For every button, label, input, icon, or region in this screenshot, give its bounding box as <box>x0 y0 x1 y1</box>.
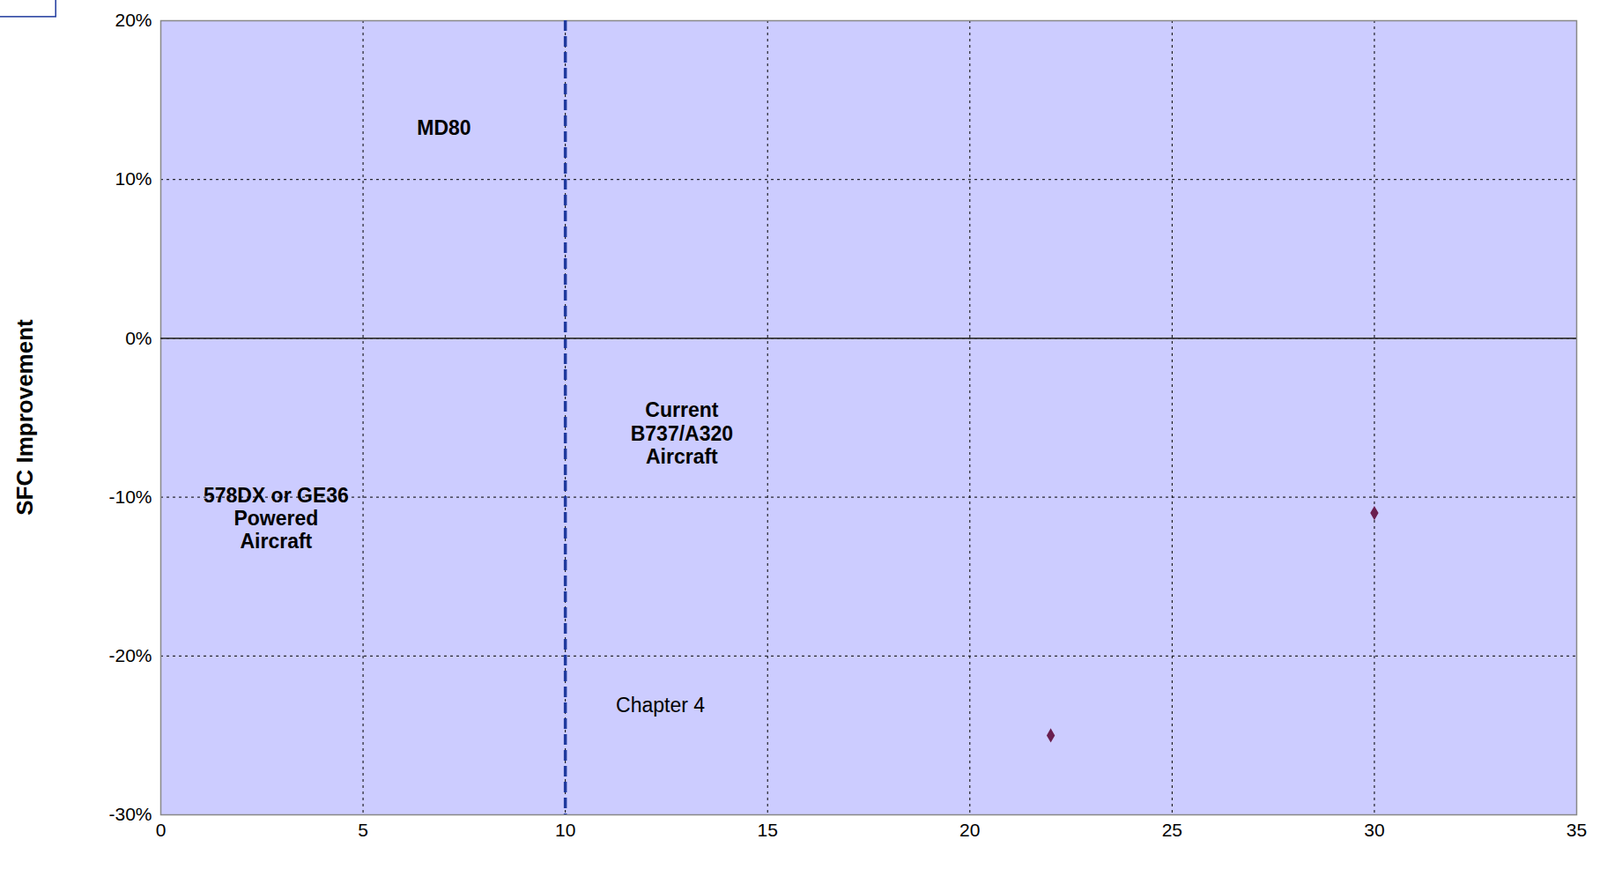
svg-text:10%: 10% <box>114 168 152 189</box>
svg-text:20%: 20% <box>114 9 152 30</box>
svg-text:35: 35 <box>1566 819 1587 840</box>
svg-text:5: 5 <box>357 819 369 840</box>
svg-text:MD80: MD80 <box>416 116 471 140</box>
svg-text:SFC Improvement: SFC Improvement <box>11 318 38 516</box>
svg-text:578DX or GE36PoweredAircraft: 578DX or GE36PoweredAircraft <box>203 483 349 554</box>
svg-text:15: 15 <box>757 819 778 840</box>
svg-text:30: 30 <box>1363 819 1385 840</box>
svg-text:0: 0 <box>155 819 167 840</box>
svg-text:25: 25 <box>1162 819 1183 840</box>
svg-text:20: 20 <box>959 819 980 840</box>
svg-text:10: 10 <box>555 819 576 840</box>
svg-text:CurrentB737/A320Aircraft: CurrentB737/A320Aircraft <box>630 398 734 468</box>
svg-text:-20%: -20% <box>108 644 152 666</box>
svg-text:-30%: -30% <box>108 803 152 824</box>
svg-text:0%: 0% <box>125 327 152 349</box>
svg-text:Chapter 4: Chapter 4 <box>615 693 705 717</box>
svg-text:-10%: -10% <box>108 486 152 507</box>
